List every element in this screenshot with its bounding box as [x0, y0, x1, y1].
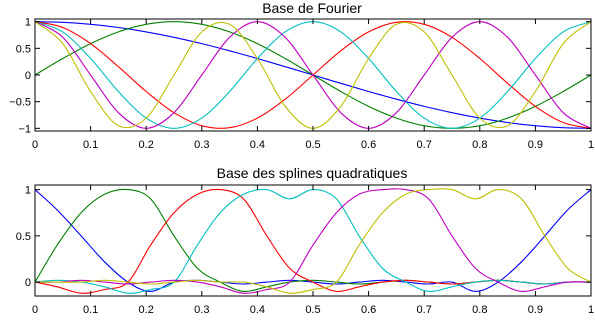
- spline-x-tick-label: 0.2: [139, 304, 154, 316]
- fourier-x-tick-label: 0.5: [305, 139, 320, 151]
- spline-series-line-4: [35, 188, 591, 294]
- spline-x-tick-label: 0.4: [250, 304, 265, 316]
- fourier-chart-title: Base de Fourier: [262, 0, 362, 16]
- spline-series-line-5: [35, 188, 591, 294]
- fourier-x-tick-label: 0.6: [361, 139, 376, 151]
- spline-x-tick-label: 0.3: [194, 304, 209, 316]
- fourier-x-tick-label: 0.1: [83, 139, 98, 151]
- fourier-y-tick-label: 0: [25, 70, 31, 82]
- fourier-x-tick-label: 0.7: [417, 139, 432, 151]
- spline-x-tick-label: 0.6: [361, 304, 376, 316]
- spline-basis-plot: Base des splines quadratiques 0 0.1 0.2 0.3…: [16, 165, 594, 316]
- fourier-basis-plot: Base de Fourier 0 0.1 0.2 0.3 0.4 0.5 0.6 0.7 0.…: [9, 0, 594, 151]
- fourier-x-tick-label: 0.3: [194, 139, 209, 151]
- spline-x-tick-label: 0.9: [528, 304, 543, 316]
- fourier-y-tick-label: 1: [25, 17, 31, 29]
- spline-x-tick-label: 0: [32, 304, 38, 316]
- fourier-x-tick-label: 0.2: [139, 139, 154, 151]
- fourier-series-group: [35, 21, 591, 129]
- fourier-series-line-5: [35, 21, 591, 129]
- spline-series-line-3: [35, 188, 591, 294]
- spline-y-tick-label: 0: [25, 277, 31, 289]
- fourier-y-tick-label: −1: [18, 123, 31, 135]
- fourier-x-tick-label: 0: [32, 139, 38, 151]
- fourier-y-tick-label: −0.5: [9, 97, 31, 109]
- spline-x-tick-label: 1: [588, 304, 594, 316]
- spline-series-line-2: [35, 188, 591, 293]
- spline-y-tick-label: 1: [25, 185, 31, 197]
- fourier-x-tick-label: 0.8: [472, 139, 487, 151]
- fourier-x-tick-label: 1: [588, 139, 594, 151]
- spline-chart-title: Base des splines quadratiques: [217, 165, 408, 181]
- fourier-y-tick-label: 0.5: [16, 43, 31, 55]
- spline-series-group: [35, 188, 591, 294]
- spline-series-line-6: [35, 188, 591, 294]
- spline-y-tick-label: 0.5: [16, 231, 31, 243]
- fourier-x-tick-label: 0.9: [528, 139, 543, 151]
- spline-x-tick-label: 0.8: [472, 304, 487, 316]
- fourier-x-tick-label: 0.4: [250, 139, 265, 151]
- spline-x-tick-label: 0.5: [305, 304, 320, 316]
- spline-series-line-1: [35, 189, 591, 292]
- spline-axes-frame: [34, 184, 592, 297]
- spline-x-tick-label: 0.1: [83, 304, 98, 316]
- spline-x-tick-label: 0.7: [417, 304, 432, 316]
